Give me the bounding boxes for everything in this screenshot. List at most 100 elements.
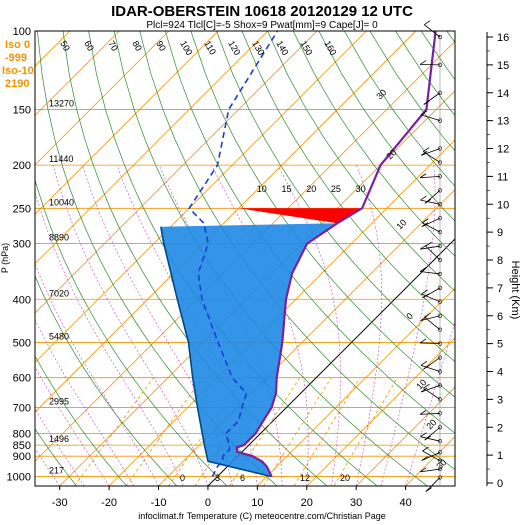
wind-barb-flag: [420, 244, 427, 250]
height-tick-label: 0: [497, 478, 503, 490]
height-tick-label: 13: [497, 116, 509, 128]
moist-adiabat: [355, 164, 382, 486]
wind-barb: [421, 148, 441, 156]
dry-adiabat: [318, 31, 455, 222]
height-tick-label: 12: [497, 144, 509, 156]
wind-barb-flag: [424, 20, 431, 26]
geopotential-height-label: 1496: [49, 434, 69, 444]
geopotential-height-label: 11440: [49, 154, 73, 164]
iso0-value: -999: [5, 52, 27, 64]
x-tick-label: 20: [301, 497, 313, 509]
mixing-ratio-line: [125, 377, 203, 486]
pressure-tick-label: 100: [13, 26, 31, 38]
wind-barb-flag: [419, 60, 427, 65]
wind-station-circle: [437, 285, 443, 290]
isotherm-line: [35, 31, 318, 314]
parcel-curve: [160, 226, 272, 478]
temperature-curve: [235, 31, 437, 478]
wind-station-circle: [437, 458, 443, 463]
wind-station-circle: [437, 160, 443, 165]
height-tick-label: 10: [497, 199, 509, 211]
wind-station-circle: [437, 62, 443, 67]
height-tick-label: 8: [497, 255, 503, 267]
geopotential-height-label: 10040: [49, 197, 74, 207]
isotherm-line: [108, 139, 455, 486]
moist-adiabat: [380, 165, 436, 486]
moist-adiabat-label: 140: [274, 39, 290, 57]
dry-adiabat: [113, 31, 428, 486]
wind-station-circle: [437, 146, 443, 151]
mixing-ratio-label: 20: [340, 473, 350, 483]
wind-station-circle: [437, 202, 443, 207]
wind-barb-flag: [424, 312, 431, 318]
chart-title: IDAR-OBERSTEIN 10618 20120129 12 UTC: [111, 3, 413, 20]
geopotential-height-label: 15790: [49, 20, 74, 30]
wind-station-circle: [437, 243, 443, 249]
height-tick-label: 15: [497, 60, 509, 72]
wind-barb-flag: [419, 467, 427, 473]
isotherm-label: 10: [414, 377, 428, 391]
x-tick-label: 30: [350, 497, 362, 509]
pressure-tick-label: 300: [13, 239, 31, 251]
isotherm-line: [355, 386, 455, 486]
isotherm-line: [207, 238, 455, 486]
mixing-ratio-line: [333, 377, 398, 486]
moist-adiabat: [405, 321, 455, 486]
isotherm-line: [35, 31, 367, 364]
x-axis-label: infoclimat.fr Temperature (C) meteocentr…: [138, 511, 385, 521]
geopotential-height-label: 217: [49, 466, 64, 476]
isotherm-line: [35, 31, 120, 116]
x-tick-label: -20: [101, 497, 117, 509]
wind-barb-flag: [419, 267, 427, 272]
height-tick-label: 1: [497, 450, 503, 462]
wind-barb-flag: [423, 364, 430, 370]
wind-barb: [420, 315, 441, 321]
inversion-area: [238, 208, 363, 224]
plot-frame: [34, 30, 456, 487]
height-tick-label: 16: [497, 32, 509, 44]
moist-adiabat-label: 80: [130, 39, 144, 53]
isotherm-line: [35, 31, 268, 265]
wind-barb-flag: [422, 446, 429, 452]
moist-adiabat-label: 100: [178, 39, 194, 57]
height-tick-label: 6: [497, 311, 503, 323]
height-tick-label: 14: [497, 88, 509, 100]
pressure-tick-label: 700: [13, 403, 31, 415]
pressure-tick-label: 200: [13, 160, 31, 172]
chart-subtitle: Plcl=924 Tlcl[C]=-5 Shox=9 Pwat[mm]=9 Ca…: [146, 20, 378, 31]
mixing-ratio-label: 0: [180, 473, 185, 483]
wind-station-circle: [437, 188, 443, 193]
y-axis-label: P (hPa): [0, 243, 10, 273]
wind-barb: [420, 468, 441, 473]
wind-barb-flag: [421, 456, 428, 461]
wind-barb-flag: [422, 293, 429, 299]
height-tick-label: 11: [497, 171, 508, 183]
dry-adiabat-label: 15: [281, 184, 291, 194]
wind-barb: [420, 364, 441, 372]
moist-adiabat-label: 130: [250, 39, 266, 57]
moist-adiabat: [35, 447, 60, 486]
wind-barb-flag: [420, 360, 428, 366]
wind-barb: [423, 24, 441, 38]
axes: 1001502002503004005006007008008509001000…: [7, 26, 510, 509]
geopotential-height-label: 8890: [49, 233, 69, 243]
dry-adiabat-label: 20: [306, 184, 316, 194]
isotherm-line: [257, 287, 455, 486]
wind-barb: [421, 217, 441, 228]
mixing-ratio-label: 12: [300, 473, 310, 483]
isotherm-label: 0: [404, 311, 415, 322]
moist-adiabat-label: 90: [154, 39, 168, 53]
height-axis-label: Height (Km): [509, 261, 521, 320]
pressure-tick-label: 850: [13, 440, 31, 452]
wind-station-circle: [437, 439, 443, 444]
mixing-ratio-line: [229, 377, 301, 486]
mixing-ratio-line: [74, 377, 154, 486]
mixing-ratio-label: 3: [215, 473, 220, 483]
wind-barb: [420, 245, 441, 250]
dry-adiabat: [267, 31, 455, 292]
height-tick-label: 5: [497, 339, 503, 351]
geopotential-height-label: 5480: [49, 331, 69, 341]
wind-barb: [421, 451, 441, 461]
dry-adiabat: [35, 355, 127, 486]
moist-adiabat-label: 60: [82, 39, 96, 53]
